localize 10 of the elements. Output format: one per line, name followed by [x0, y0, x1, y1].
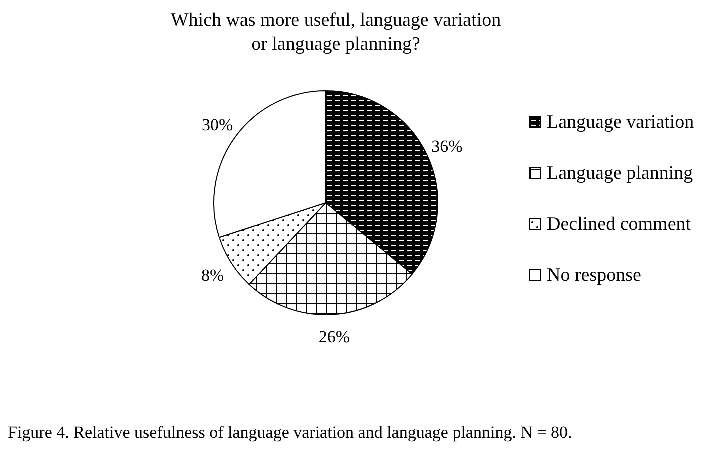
caption: Figure 4. Relative usefulness of language variation and language planning. N = 80.	[8, 423, 572, 442]
legend-label: Declined comment	[547, 214, 692, 235]
data-label: 26%	[318, 328, 350, 347]
legend-label: Language variation	[547, 112, 695, 133]
legend-label: Language planning	[547, 163, 694, 184]
data-label: 36%	[432, 136, 463, 156]
chart-title: Which was more useful, language variation or language planning?	[170, 10, 502, 55]
legend-label: No response	[547, 265, 642, 286]
data-label: 8%	[202, 266, 224, 285]
data-label: 30%	[202, 115, 234, 134]
